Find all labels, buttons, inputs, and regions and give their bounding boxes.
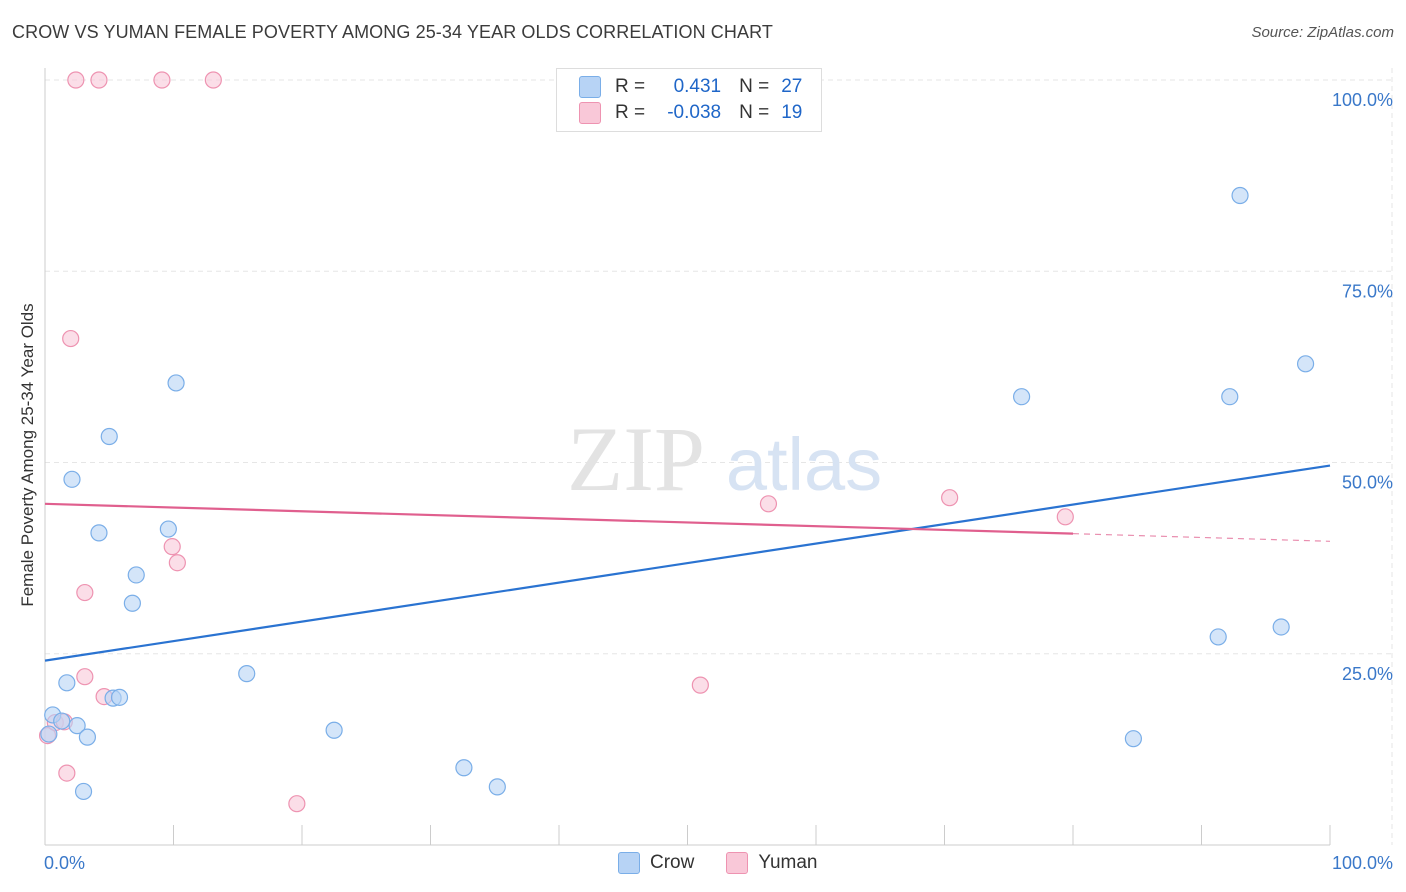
tick-labels: 25.0% 50.0% 75.0% 100.0% 0.0% 100.0% (44, 90, 1393, 873)
yuman-r-value: -0.038 (667, 102, 722, 123)
crow-point (78, 728, 97, 746)
stats-legend: R = 0.431 N = 27 R = -0.038 N = 19 (556, 68, 822, 132)
yuman-point (691, 676, 709, 694)
yuman-r-label: R = (615, 102, 646, 123)
x-tick-label-min: 0.0% (44, 853, 85, 873)
crow-point (63, 470, 81, 488)
crow-n-value: 27 (781, 76, 803, 97)
chart-title: CROW VS YUMAN FEMALE POVERTY AMONG 25-34… (12, 22, 773, 42)
crow-point (1012, 388, 1031, 406)
legend-item-yuman[interactable]: Yuman (726, 852, 818, 874)
legend-item-crow[interactable]: Crow (618, 852, 694, 874)
crow-point (1272, 618, 1290, 636)
crow-point (455, 759, 473, 777)
yuman-n-value: 19 (781, 102, 803, 123)
crow-r-value: 0.431 (673, 76, 722, 97)
yuman-trend-extension (1072, 533, 1331, 542)
source-label: Source: ZipAtlas.com (1251, 24, 1394, 41)
crow-point (40, 725, 58, 743)
crow-point (90, 524, 108, 542)
crow-point (159, 520, 177, 538)
yuman-point (941, 489, 959, 507)
crow-point (488, 778, 506, 796)
series-legend: Crow Yuman (618, 852, 850, 874)
crow-point (123, 594, 141, 612)
crow-point (1221, 388, 1239, 406)
crow-point (127, 566, 145, 584)
crow-point (167, 374, 185, 392)
yuman-trend-line (44, 502, 1074, 535)
crow-point (53, 712, 71, 730)
yuman-legend-swatch (726, 852, 749, 874)
crow-point (1209, 628, 1227, 646)
crow-legend-swatch (618, 852, 640, 874)
yuman-point (76, 668, 94, 686)
crow-n-label: N = (739, 76, 770, 97)
y-tick-label: 50.0% (1342, 473, 1393, 493)
yuman-point (759, 495, 778, 513)
crow-point (100, 427, 118, 446)
yuman-point (153, 71, 171, 89)
crow-point (238, 665, 256, 683)
trend-lines (44, 464, 1331, 662)
y-tick-label: 75.0% (1342, 281, 1393, 301)
yuman-point (58, 764, 76, 782)
data-points (38, 71, 1315, 813)
grid-lines (45, 68, 1393, 845)
crow-point (1124, 730, 1142, 748)
yuman-point (62, 329, 80, 348)
watermark-zip: ZIP (567, 408, 705, 510)
crow-swatch (579, 76, 601, 98)
y-tick-label: 100.0% (1332, 90, 1393, 110)
crow-r-label: R = (615, 76, 646, 97)
yuman-legend-label: Yuman (758, 852, 818, 873)
x-tick-label-max: 100.0% (1332, 853, 1393, 873)
crow-point (1296, 355, 1315, 373)
y-tick-label: 25.0% (1342, 664, 1393, 684)
yuman-swatch (579, 102, 601, 124)
legend-row-crow: R = 0.431 N = 27 (579, 74, 802, 100)
crow-point (74, 782, 93, 801)
crow-point (68, 717, 86, 735)
yuman-point (288, 795, 306, 813)
yuman-point (76, 583, 94, 602)
yuman-point (163, 538, 181, 556)
watermark: ZIP atlas (567, 408, 882, 510)
yuman-n-label: N = (739, 102, 770, 123)
yuman-point (90, 71, 108, 89)
crow-trend-line (44, 464, 1331, 662)
yuman-point (67, 71, 85, 89)
legend-row-yuman: R = -0.038 N = 19 (579, 100, 802, 126)
crow-point (110, 688, 129, 706)
crow-point (58, 674, 76, 692)
watermark-atlas: atlas (726, 423, 882, 506)
crow-legend-label: Crow (650, 852, 695, 873)
crow-point (1231, 186, 1249, 205)
yuman-point (1056, 508, 1074, 526)
yuman-point (204, 71, 222, 89)
yuman-point (168, 554, 186, 572)
crow-point (325, 721, 343, 739)
